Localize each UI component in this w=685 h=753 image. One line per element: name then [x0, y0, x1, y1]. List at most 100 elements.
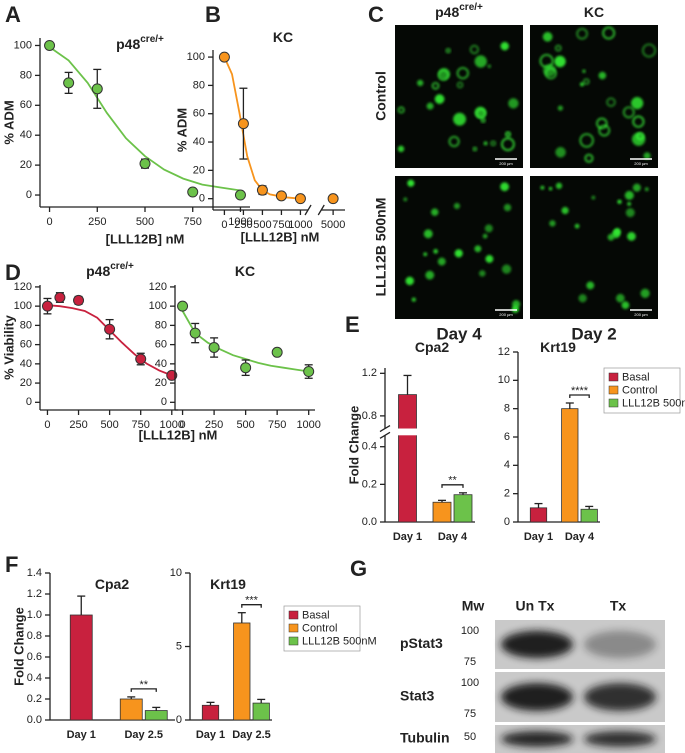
cell	[445, 47, 451, 54]
cell	[480, 117, 486, 123]
cell	[561, 206, 569, 215]
day-label: Day 4	[436, 324, 482, 343]
y-tick-label: 1.2	[362, 367, 377, 379]
column-label-superscript: cre/+	[459, 2, 483, 13]
point	[73, 294, 85, 306]
point	[54, 292, 66, 303]
x-tick-label: 0	[46, 216, 52, 228]
cell	[508, 98, 519, 109]
column-label-text: p48	[435, 4, 459, 20]
cell	[607, 233, 615, 241]
x-tick-label: 5000	[321, 219, 345, 231]
micrograph	[395, 176, 523, 319]
cell	[598, 71, 607, 80]
scale-bar-label: 200 µm	[499, 161, 513, 166]
point	[275, 190, 287, 202]
cell	[640, 288, 650, 298]
cell	[622, 106, 635, 119]
x-tick-label: 250	[234, 219, 252, 231]
y-tick-label: 40	[20, 358, 32, 370]
mw-marker: 75	[464, 656, 476, 668]
point	[303, 366, 315, 378]
panel-letter: F	[5, 552, 18, 577]
cell	[487, 64, 492, 69]
cell	[397, 145, 405, 153]
y-tick-label: 100	[14, 39, 32, 51]
fit-curve	[223, 56, 301, 200]
chart-title: p48cre/+	[86, 261, 134, 279]
y-tick-label: 60	[20, 339, 32, 351]
point	[166, 369, 178, 381]
cell	[479, 270, 486, 277]
x-tick-label: 1000	[160, 419, 184, 431]
cell	[621, 301, 630, 310]
panel-letter: G	[350, 556, 367, 581]
y-tick-label: 60	[155, 339, 167, 351]
x-tick-label: 1000	[228, 216, 252, 228]
bar	[252, 702, 270, 721]
axis-break	[379, 431, 391, 439]
significance-bracket	[569, 394, 590, 398]
x-tick-label: Day 4	[565, 531, 595, 543]
cell	[437, 69, 450, 81]
bar	[580, 508, 598, 523]
cell	[578, 294, 587, 303]
legend-label: Control	[302, 622, 337, 634]
significance-bracket	[241, 604, 262, 608]
cell	[456, 67, 469, 80]
cell	[557, 105, 563, 111]
blot-band	[584, 630, 656, 659]
bar	[398, 394, 417, 523]
bar	[144, 710, 168, 721]
x-tick-label: Day 1	[196, 729, 225, 741]
legend-label: Basal	[302, 609, 330, 621]
cell	[475, 108, 487, 119]
cell	[483, 141, 488, 146]
cell	[548, 186, 553, 191]
cell	[437, 257, 446, 266]
cell	[544, 67, 557, 80]
blot-row-label: Stat3	[400, 688, 434, 704]
blot-band	[501, 630, 573, 659]
point	[187, 186, 199, 198]
cell	[453, 112, 467, 126]
cell	[540, 185, 545, 190]
chart-title: Cpa2	[95, 576, 129, 592]
cell	[469, 44, 479, 55]
cell	[505, 131, 511, 138]
title-text: Krt19	[210, 576, 246, 592]
significance-label: **	[139, 679, 148, 691]
axis-break	[379, 428, 475, 436]
cell	[591, 195, 596, 200]
significance-label: ****	[571, 385, 589, 397]
panel-letter: C	[368, 2, 384, 27]
y-tick-label: 40	[20, 129, 32, 141]
legend-label: Control	[622, 384, 657, 396]
x-tick-label: 500	[100, 419, 118, 431]
cell	[613, 228, 621, 236]
cell	[397, 106, 405, 114]
y-tick-label: 80	[20, 69, 32, 81]
cell	[417, 79, 424, 87]
cell	[631, 96, 644, 110]
y-tick-label: 60	[20, 99, 32, 111]
y-tick-label: 6	[504, 431, 510, 443]
point	[208, 342, 220, 353]
column-label: p48cre/+	[435, 2, 483, 20]
bar	[69, 614, 93, 721]
fit-curve	[181, 310, 309, 373]
legend-swatch	[608, 385, 619, 395]
panel-letter: B	[205, 2, 221, 27]
point	[240, 362, 252, 374]
cell	[549, 220, 556, 227]
cell	[574, 223, 580, 229]
bar	[529, 507, 548, 523]
y-tick-label: 100	[14, 300, 32, 312]
y-tick-label: 0.8	[362, 410, 377, 422]
y-tick-label: 20	[155, 377, 167, 389]
x-tick-label: 0	[180, 419, 186, 431]
day-label: Day 2	[571, 324, 616, 343]
legend-label: LLL12B 500nM	[622, 397, 685, 409]
y-tick-label: 80	[193, 79, 205, 91]
